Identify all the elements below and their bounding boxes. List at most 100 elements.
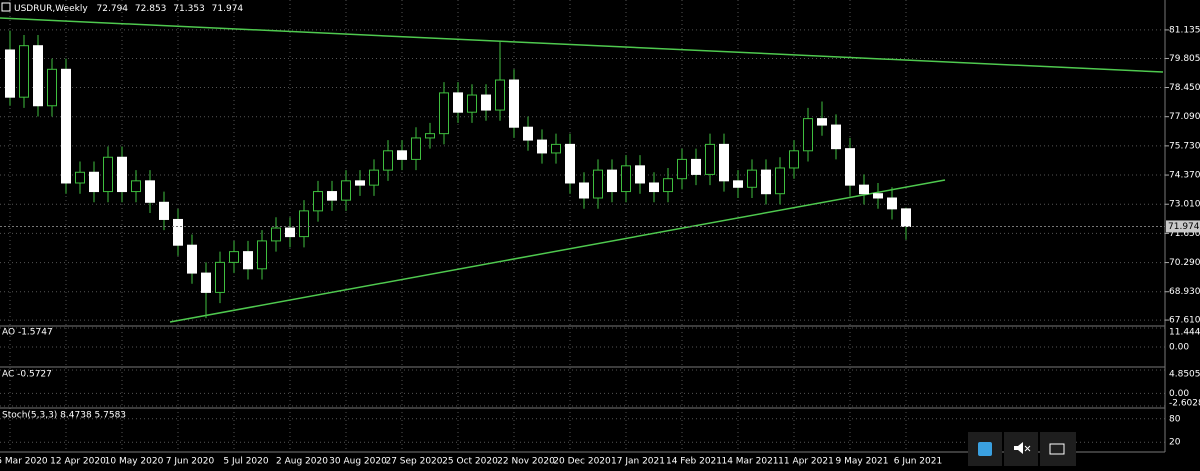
candle-body [705,143,715,175]
candle-body [803,118,813,152]
candle-body [5,49,15,98]
current-price: 71.974 [1168,222,1200,232]
icon [1,2,11,12]
candle-body [383,150,393,171]
candle-body [789,150,799,169]
candle-body [369,169,379,186]
candle-body [677,158,687,180]
y-tick-label: 77.090 [1169,112,1200,122]
y-tick-label: 67.610 [1169,316,1200,326]
volume-icon [1014,442,1023,454]
candle-body [845,148,855,186]
candle-body [481,94,491,111]
y-tick-label: 11.4445 [1169,328,1200,338]
candle-body [621,165,631,193]
taskbar-icons [968,432,1076,466]
candle-body [719,143,729,182]
y-tick-label: 68.930 [1169,287,1200,297]
candle-body [299,210,309,238]
y-tick-label: 20 [1169,438,1181,448]
candle-body [607,169,617,193]
x-tick-label: 22 Nov 2020 [497,457,555,467]
x-tick-label: 14 Feb 2021 [666,457,722,467]
candle-body [201,272,211,293]
candle-body [75,171,85,184]
candle-body [467,94,477,113]
y-tick-label: 73.010 [1169,200,1200,210]
candle-body [117,156,127,193]
x-tick-label: 11 Apr 2021 [778,457,834,467]
candle-body [747,169,757,188]
candle-body [425,133,435,139]
candle-body [411,137,421,160]
x-tick-label: 5 Mar 2020 [0,457,48,467]
candle-body [761,169,771,195]
candle-body [47,68,57,107]
candle-body [243,251,253,270]
x-tick-label: 27 Sep 2020 [385,457,442,467]
x-tick-label: 12 Apr 2020 [50,457,106,467]
y-tick-label: 0.00 [1169,389,1189,399]
grid [0,0,1165,452]
x-tick-label: 20 Dec 2020 [553,457,611,467]
candle-body [663,178,673,193]
candle-body [495,79,505,111]
x-tick-label: 5 Jul 2020 [223,457,268,467]
candle-body [187,244,197,274]
y-tick-label: 78.450 [1169,83,1200,93]
candle-body [691,158,701,175]
close: 71.974 [212,4,244,14]
x-tick-label: 25 Oct 2020 [442,457,498,467]
candle-body [901,208,911,227]
indicator-label: AC -0.5727 [2,370,52,380]
candle-body [159,201,169,220]
battery-icon [1049,443,1065,455]
y-tick-label: 74.370 [1169,171,1200,181]
candle-body [537,139,547,154]
candle-body [887,197,897,210]
y-tick-label: 81.135 [1169,25,1200,35]
candle-body [439,92,449,135]
x-tick-label: 17 Jan 2021 [611,457,665,467]
candle-body [215,261,225,293]
y-tick-label: 80 [1169,414,1181,424]
candle-body [831,124,841,150]
candle-body [453,92,463,113]
candle-body [523,126,533,141]
candle-body [257,240,267,270]
candle-body [327,191,337,201]
candle-body [145,180,155,203]
candle-body [341,180,351,201]
mute-icon [1024,445,1031,452]
candle-body [229,251,239,263]
candle-body [509,79,519,128]
candle-body [649,182,659,193]
header: USDRUR,Weekly 72.794 72.853 71.353 71.97… [14,4,243,14]
x-tick-label: 7 Jun 2020 [166,457,215,467]
tray-icon [978,442,992,456]
candle-body [355,180,365,186]
indicator-label: AO -1.5747 [2,328,53,338]
y-tick-label: -2.6028 [1169,399,1200,409]
candle-body [131,180,141,193]
candle-body [733,180,743,188]
y-tick-label: 4.8505 [1169,370,1200,380]
open: 72.794 [97,4,129,14]
indicator-label: Stoch(5,3,3) 8.4738 5.7583 [2,411,126,421]
low: 71.353 [173,4,205,14]
candle-body [775,167,785,195]
candle-body [89,171,99,193]
trendline [169,179,946,323]
tray-button[interactable] [1040,432,1076,466]
candle-body [873,193,883,199]
candle-body [635,165,645,184]
trendline [0,17,1164,73]
symbol: USDRUR,Weekly [14,4,88,14]
x-tick-label: 30 Aug 2020 [329,457,387,467]
candle-body [593,169,603,199]
candle-body [313,191,323,212]
candle-body [551,143,561,154]
